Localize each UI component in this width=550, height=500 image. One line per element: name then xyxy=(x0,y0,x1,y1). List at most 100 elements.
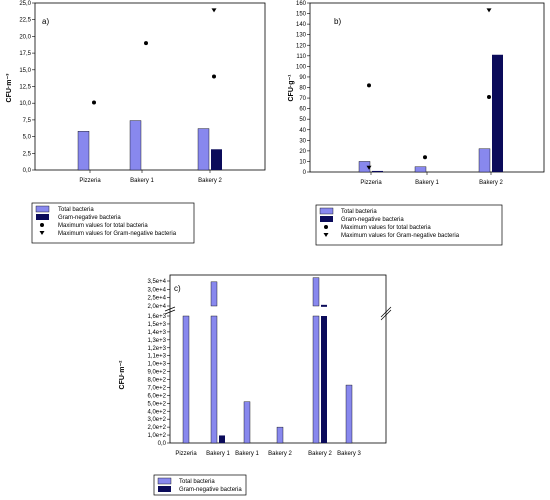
y-tick-label: 150 xyxy=(296,12,307,18)
y-tick-label: 160 xyxy=(296,1,307,7)
y-tick-label: 100 xyxy=(296,64,307,70)
x-tick-label: Bakery 3 xyxy=(337,451,361,457)
y-tick-label: 3,5e+4 xyxy=(147,279,166,285)
y-tick-label: 1,3e+3 xyxy=(147,338,166,344)
panel-b-ylabel: CFU·g⁻¹ xyxy=(288,74,295,102)
legend-c-total: Total bacteria xyxy=(179,479,215,485)
y-tick-label: 12,5 xyxy=(19,85,31,91)
panel-c: c) CFU·m⁻² 0,0 1,0e+2 2,0e+2 3,0e+2 4,0e+2 5,… xyxy=(119,274,392,457)
bar-gram-negative xyxy=(211,149,222,170)
panel-b-bars xyxy=(358,54,503,173)
panel-c-plot-area xyxy=(169,274,387,444)
bar-gram-negative-upper xyxy=(321,304,327,307)
y-tick-label: 0,0 xyxy=(23,168,32,174)
y-tick-label: 15,0 xyxy=(19,68,31,74)
panel-a-bars xyxy=(77,120,222,171)
y-tick-label: 50 xyxy=(299,117,306,123)
marker-max-gram xyxy=(486,8,492,13)
y-tick-label: 1,6e+3 xyxy=(147,314,166,320)
bar-total-bacteria xyxy=(129,120,142,171)
y-tick-label: 140 xyxy=(296,22,307,28)
legend-b-max-gram: Maximum values for Gram-negative bacteri… xyxy=(341,233,460,239)
y-tick-label: 1,0e+3 xyxy=(147,362,166,368)
legend-b-box xyxy=(315,204,503,246)
legend-b-gram-swatch xyxy=(320,216,333,222)
panel-c-bars xyxy=(182,277,353,444)
legend-a-max-total-marker xyxy=(40,223,44,227)
panel-c-ylabel: CFU·m⁻² xyxy=(119,360,126,390)
legend-a-gram-swatch xyxy=(36,214,49,220)
y-tick-label: 0 xyxy=(303,170,307,176)
x-tick-label: Bakery 2 xyxy=(308,451,332,457)
bar-total-bacteria xyxy=(414,166,427,173)
bar-total-bacteria-upper xyxy=(312,277,320,307)
x-tick-label: Bakery 1 xyxy=(415,180,439,186)
legend-a-gram: Gram-negative bacteria xyxy=(58,215,121,221)
legend-a-max-gram-marker xyxy=(39,231,45,235)
y-tick-label: 30 xyxy=(299,138,306,144)
marker-max-gram xyxy=(211,8,217,13)
y-tick-label: 2,5 xyxy=(23,151,32,157)
panel-b-legend: Total bacteria Gram-negative bacteria Ma… xyxy=(315,204,503,246)
y-tick-label: 10 xyxy=(299,159,306,165)
bar-total-bacteria xyxy=(276,426,284,444)
panel-b-label: b) xyxy=(334,17,341,26)
y-tick-label: 5,0e+2 xyxy=(147,401,166,407)
panel-b-categories: Pizzeria Bakery 1 Bakery 2 xyxy=(360,172,503,186)
marker-max-total xyxy=(367,83,371,88)
bar-total-bacteria xyxy=(345,384,353,444)
legend-c-total-swatch xyxy=(157,477,172,485)
panel-b: b) CFU·g⁻¹ 0 10 20 30 40 50 60 70 80 90 100 110 120 1… xyxy=(288,1,545,186)
x-tick-label: Bakery 1 xyxy=(235,451,259,457)
bar-total-bacteria xyxy=(243,401,251,444)
x-tick-label: Bakery 1 xyxy=(130,178,154,184)
panel-a-yticks: 0,0 2,5 5,0 7,5 10,0 12,5 15,0 17,5 20,0 22,5 25,0 xyxy=(19,1,35,174)
legend-b-total-swatch xyxy=(319,207,334,215)
y-tick-label: 1,5e+3 xyxy=(147,322,166,328)
bar-total-bacteria xyxy=(197,128,210,171)
y-tick-label: 25,0 xyxy=(19,1,31,7)
marker-max-total xyxy=(144,41,148,46)
y-tick-label: 90 xyxy=(299,75,306,81)
x-tick-label: Bakery 2 xyxy=(479,180,503,186)
y-tick-label: 10,0 xyxy=(19,101,31,107)
panel-c-axis-break xyxy=(164,306,392,321)
panel-c-legend: Total bacteria Gram-negative bacteria xyxy=(153,474,247,496)
legend-a-max-total: Maximum values for total bacteria xyxy=(58,223,148,229)
marker-max-total xyxy=(212,74,216,79)
bar-total-bacteria-upper xyxy=(210,281,218,307)
marker-max-total xyxy=(487,95,491,100)
y-tick-label: 3,0e+4 xyxy=(147,287,166,293)
bar-total-bacteria xyxy=(210,315,218,444)
panel-a-ylabel: CFU·m⁻³ xyxy=(6,73,13,103)
y-tick-label: 120 xyxy=(296,43,307,49)
x-tick-label: Bakery 2 xyxy=(198,178,222,184)
panel-a: a) CFU·m⁻³ 0,0 2,5 5,0 7,5 10,0 12,5 15,0 17,5 2… xyxy=(6,1,266,184)
legend-a-max-gram: Maximum values for Gram-negative bacteri… xyxy=(58,231,177,237)
bar-gram-negative xyxy=(372,170,383,172)
y-tick-label: 22,5 xyxy=(19,18,31,24)
legend-c-gram: Gram-negative bacteria xyxy=(179,487,242,493)
legend-a-total: Total bacteria xyxy=(58,207,94,213)
y-tick-label: 40 xyxy=(299,128,306,134)
y-tick-label: 17,5 xyxy=(19,51,31,57)
y-tick-label: 80 xyxy=(299,86,306,92)
y-tick-label: 3,0e+2 xyxy=(147,417,166,423)
legend-a-total-swatch xyxy=(35,205,50,213)
y-tick-label: 20,0 xyxy=(19,34,31,40)
y-tick-label: 2,0e+2 xyxy=(147,425,166,431)
bar-gram-negative xyxy=(219,435,225,443)
panel-a-label: a) xyxy=(42,17,49,26)
legend-b-total: Total bacteria xyxy=(341,209,377,215)
y-tick-label: 9,0e+2 xyxy=(147,370,166,376)
y-tick-label: 7,5 xyxy=(23,118,32,124)
legend-b-max-gram-marker xyxy=(323,233,329,237)
panel-a-markers xyxy=(92,8,217,105)
y-tick-label: 20 xyxy=(299,149,306,155)
y-tick-label: 6,0e+2 xyxy=(147,393,166,399)
y-tick-label: 60 xyxy=(299,107,306,113)
y-tick-label: 7,0e+2 xyxy=(147,385,166,391)
y-tick-label: 1,0e+2 xyxy=(147,433,166,439)
legend-b-max-total: Maximum values for total bacteria xyxy=(341,225,431,231)
